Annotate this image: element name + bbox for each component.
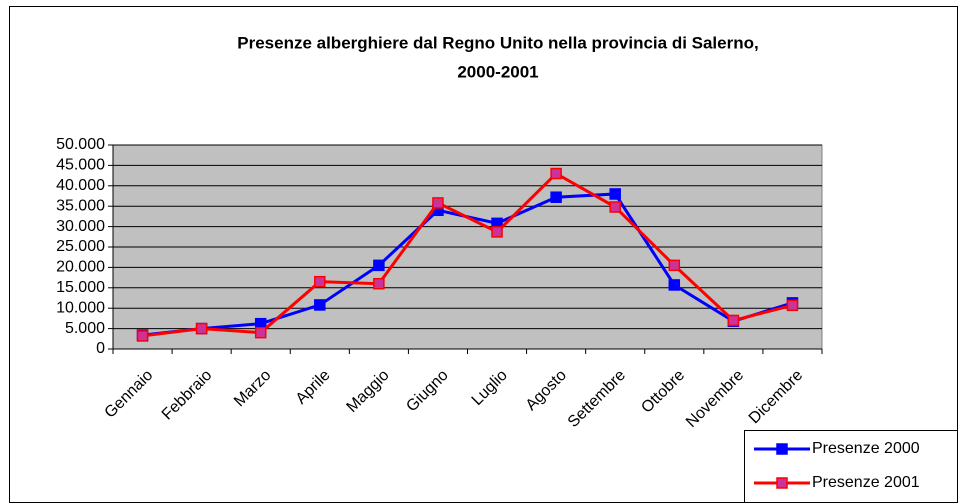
y-tick-label: 45.000: [56, 157, 105, 174]
y-tick-label: 25.000: [56, 238, 105, 255]
y-tick-label: 15.000: [56, 279, 105, 296]
chart-title: 2000-2001: [457, 62, 538, 81]
y-tick-label: 30.000: [56, 218, 105, 235]
point-marker: [609, 201, 621, 213]
point-marker: [727, 314, 740, 327]
y-tick-label: 20.000: [56, 259, 105, 276]
point-marker: [668, 259, 681, 272]
point-marker: [550, 167, 562, 180]
point-marker: [195, 322, 208, 335]
point-marker: [136, 330, 149, 342]
point-marker: [432, 197, 444, 209]
y-tick-label: 5.000: [65, 320, 105, 337]
legend-box: [744, 430, 958, 503]
point-marker: [314, 299, 326, 311]
legend-marker: [776, 443, 788, 455]
point-marker: [550, 191, 562, 203]
legend-marker: [776, 477, 788, 489]
point-marker: [254, 326, 267, 339]
y-tick-label: 10.000: [56, 299, 105, 316]
point-marker: [786, 299, 799, 312]
point-marker: [609, 188, 621, 200]
point-marker: [491, 226, 503, 238]
point-marker: [373, 259, 385, 272]
chart-title: Presenze alberghiere dal Regno Unito nel…: [237, 33, 758, 52]
legend-label: Presenze 2001: [812, 474, 920, 491]
y-tick-label: 0: [96, 340, 105, 357]
point-marker: [373, 277, 385, 290]
y-tick-label: 40.000: [56, 177, 105, 194]
point-marker: [314, 275, 326, 288]
series-line: [142, 171, 793, 338]
legend-label: Presenze 2000: [812, 440, 920, 457]
y-tick-label: 35.000: [56, 197, 105, 214]
point-marker: [668, 279, 681, 291]
y-tick-label: 50.000: [56, 136, 105, 153]
